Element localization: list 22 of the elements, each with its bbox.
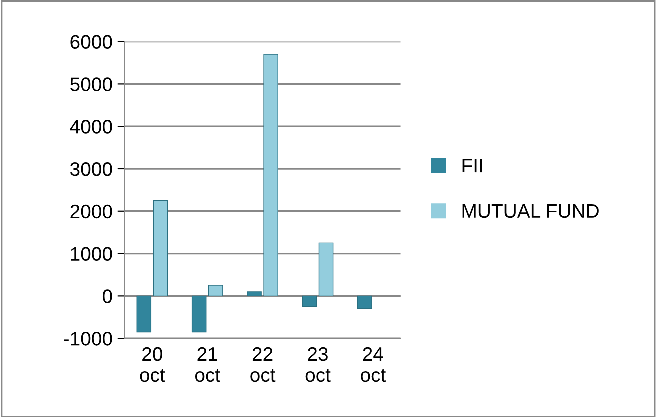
x-tick-label: 23 oct bbox=[306, 347, 331, 382]
legend-label: MUTUAL FUND bbox=[462, 204, 599, 218]
x-tick-label: 22 oct bbox=[250, 347, 276, 382]
y-tick-label: 2000 bbox=[70, 204, 112, 219]
bar bbox=[136, 296, 152, 333]
legend-label: FII bbox=[462, 159, 482, 173]
x-tick-label: 21 oct bbox=[195, 347, 220, 382]
bar bbox=[302, 296, 318, 308]
bar bbox=[208, 285, 224, 297]
y-tick-label: 5000 bbox=[70, 78, 112, 92]
bar bbox=[153, 200, 168, 297]
y-tick-label: 4000 bbox=[70, 120, 112, 134]
x-tick-label: 24 oct bbox=[361, 347, 386, 382]
x-tick-label: 20 oct bbox=[140, 347, 166, 382]
y-tick-label: 0 bbox=[102, 290, 112, 304]
y-tick-label: -1000 bbox=[64, 332, 112, 346]
y-tick-label: 6000 bbox=[70, 35, 112, 50]
bar bbox=[192, 296, 207, 333]
y-tick-label: 1000 bbox=[71, 247, 112, 262]
bar bbox=[358, 296, 372, 310]
bar bbox=[318, 242, 334, 297]
y-tick-label: 3000 bbox=[70, 162, 112, 176]
